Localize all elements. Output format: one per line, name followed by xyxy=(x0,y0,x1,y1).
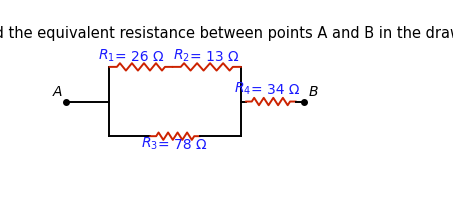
Text: = 34 Ω: = 34 Ω xyxy=(251,83,299,97)
Text: $R_2$: $R_2$ xyxy=(173,47,189,64)
Text: Find the equivalent resistance between points A and B in the drawing.: Find the equivalent resistance between p… xyxy=(0,26,453,41)
Text: = 13 Ω: = 13 Ω xyxy=(190,50,238,64)
Text: = 78 Ω: = 78 Ω xyxy=(158,138,207,152)
Text: $A$: $A$ xyxy=(52,85,63,99)
Text: = 26 Ω: = 26 Ω xyxy=(116,50,164,64)
Text: $R_3$: $R_3$ xyxy=(141,135,158,152)
Text: $R_1$: $R_1$ xyxy=(98,47,115,64)
Text: $B$: $B$ xyxy=(308,85,318,99)
Text: $R_4$: $R_4$ xyxy=(234,81,251,97)
